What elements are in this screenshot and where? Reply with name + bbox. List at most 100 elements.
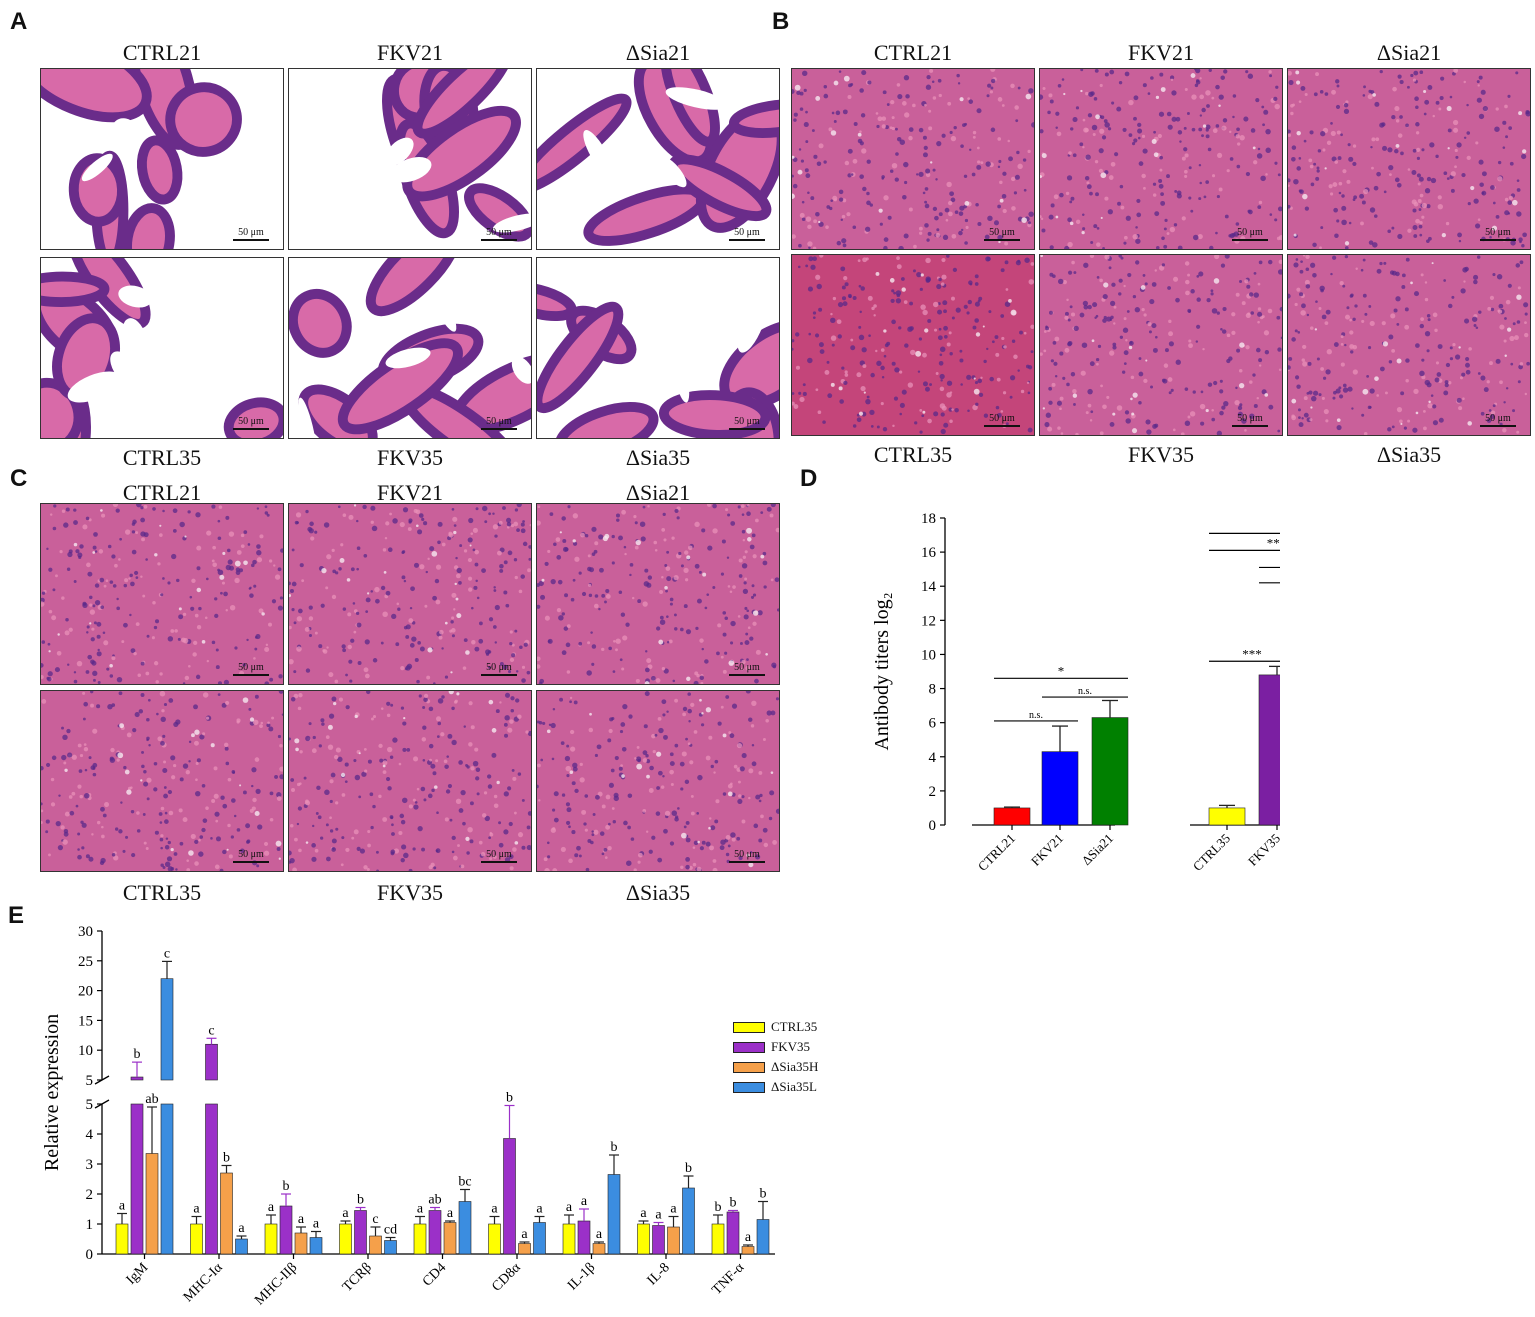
tissue-gap xyxy=(924,328,929,333)
cell-nucleus xyxy=(71,754,77,760)
cell-nucleus xyxy=(296,782,301,787)
cell-nucleus xyxy=(503,791,509,797)
scale-bar: 50 μm xyxy=(481,662,517,676)
cell-nucleus xyxy=(421,737,427,742)
bar xyxy=(667,1226,680,1255)
cell-nucleus xyxy=(1315,72,1319,77)
cell-nucleus xyxy=(744,577,748,581)
cell-nucleus xyxy=(871,306,875,311)
cell-nucleus xyxy=(268,622,273,627)
cell-nucleus xyxy=(390,703,394,707)
histology-image: 50 μm xyxy=(1287,68,1531,250)
cell-nucleus xyxy=(548,723,552,727)
cell-nucleus xyxy=(1492,273,1496,277)
cell-nucleus xyxy=(572,513,579,519)
scale-bar-label: 50 μm xyxy=(1485,413,1511,424)
cell-nucleus xyxy=(82,524,88,530)
cell-nucleus xyxy=(215,648,219,652)
scale-bar-line xyxy=(481,674,517,676)
cell-nucleus xyxy=(86,625,90,629)
cell-nucleus xyxy=(267,721,270,725)
cell-nucleus xyxy=(566,624,571,629)
cell-nucleus xyxy=(1437,195,1442,200)
cell-nucleus xyxy=(1130,375,1135,380)
cell-nucleus xyxy=(1226,169,1230,173)
cell-nucleus xyxy=(555,537,561,542)
cell-nucleus xyxy=(1304,279,1310,285)
cell-nucleus xyxy=(955,307,961,313)
cell-nucleus xyxy=(671,536,675,540)
lumen-space xyxy=(307,145,336,189)
cell-nucleus xyxy=(178,614,184,620)
cell-nucleus xyxy=(159,821,163,824)
histology-caption: ΔSia35 xyxy=(625,445,691,470)
cell-nucleus xyxy=(476,792,480,796)
cell-nucleus xyxy=(1235,292,1240,297)
cell-nucleus xyxy=(621,746,627,752)
lumen-space xyxy=(118,285,153,308)
cell-nucleus xyxy=(269,677,274,682)
cell-nucleus xyxy=(792,347,794,351)
cell-nucleus xyxy=(1235,134,1240,139)
cell-nucleus xyxy=(818,143,824,149)
cell-nucleus xyxy=(401,844,407,850)
cell-nucleus xyxy=(574,788,579,794)
cell-nucleus xyxy=(804,168,809,173)
villus-shape xyxy=(41,69,152,123)
cell-nucleus xyxy=(372,715,377,719)
cell-nucleus xyxy=(1152,347,1158,353)
cell-nucleus xyxy=(331,594,337,600)
cell-nucleus xyxy=(444,817,449,822)
cell-nucleus xyxy=(168,810,174,816)
cell-nucleus xyxy=(665,589,668,593)
cell-nucleus xyxy=(862,186,867,192)
cell-nucleus xyxy=(141,750,145,754)
scale-bar-line xyxy=(984,425,1020,427)
scale-bar-label: 50 μm xyxy=(1237,227,1263,238)
cell-nucleus xyxy=(305,735,311,742)
cell-nucleus xyxy=(644,667,650,673)
cell-nucleus xyxy=(1333,342,1339,347)
cell-nucleus xyxy=(598,607,601,611)
cell-nucleus xyxy=(1082,300,1089,306)
cell-nucleus xyxy=(1067,241,1073,248)
cell-nucleus xyxy=(807,241,813,247)
tissue-gap xyxy=(1302,193,1308,200)
cell-nucleus xyxy=(557,579,563,585)
cell-nucleus xyxy=(949,191,955,197)
cell-nucleus xyxy=(158,812,163,816)
cell-nucleus xyxy=(289,823,294,828)
cell-nucleus xyxy=(1290,111,1294,116)
cell-nucleus xyxy=(1168,331,1174,337)
cell-nucleus xyxy=(1492,201,1496,205)
cell-nucleus xyxy=(1070,372,1076,377)
cell-nucleus xyxy=(881,375,885,379)
cell-nucleus xyxy=(591,552,596,556)
cell-nucleus xyxy=(660,785,665,789)
cell-nucleus xyxy=(416,679,420,684)
tissue-gap xyxy=(194,729,200,735)
cell-nucleus xyxy=(1489,235,1492,239)
cell-nucleus xyxy=(1261,389,1267,395)
cell-nucleus xyxy=(1167,286,1171,290)
cell-nucleus xyxy=(977,222,982,227)
cell-nucleus xyxy=(933,411,939,417)
cell-nucleus xyxy=(1253,271,1257,275)
cell-nucleus xyxy=(1107,209,1113,215)
cell-nucleus xyxy=(680,865,684,870)
cell-nucleus xyxy=(540,758,544,762)
cell-nucleus xyxy=(1394,148,1399,154)
cell-nucleus xyxy=(1404,307,1409,312)
cell-nucleus xyxy=(1064,245,1070,249)
cell-nucleus xyxy=(1361,319,1365,323)
cell-nucleus xyxy=(1187,415,1191,419)
cell-nucleus xyxy=(683,567,689,574)
tissue-gap xyxy=(636,763,643,770)
cell-nucleus xyxy=(1108,175,1114,180)
cell-nucleus xyxy=(240,848,245,854)
cell-nucleus xyxy=(1424,281,1428,284)
cell-nucleus xyxy=(325,586,329,590)
cell-nucleus xyxy=(935,372,939,375)
cell-nucleus xyxy=(807,224,812,230)
cell-nucleus xyxy=(1455,155,1459,159)
